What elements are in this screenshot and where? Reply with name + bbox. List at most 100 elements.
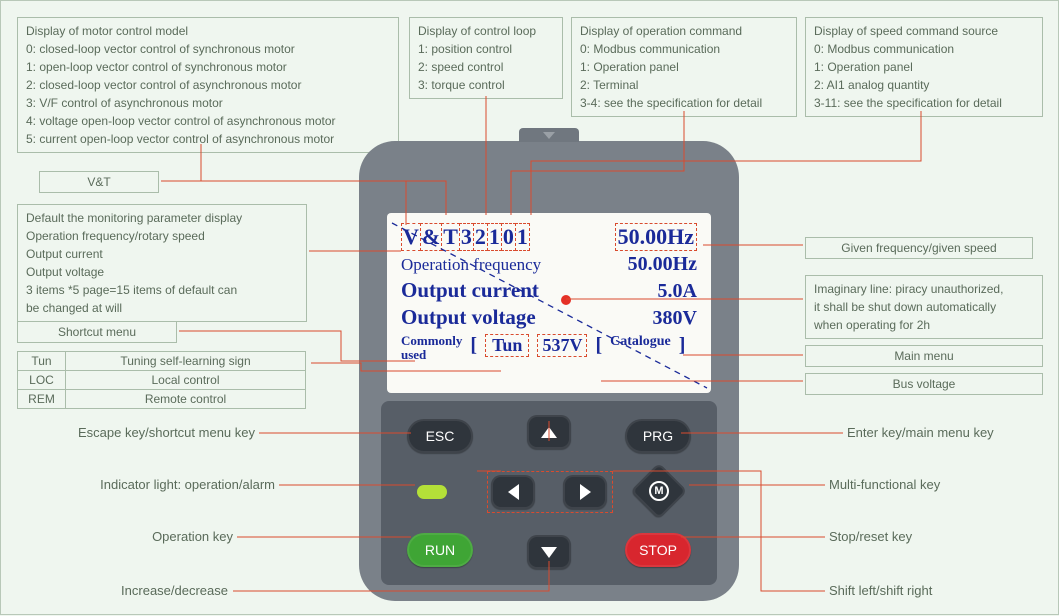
- lcd-row1-val: 50.00Hz: [628, 253, 697, 276]
- arrow-up-button[interactable]: [527, 415, 571, 449]
- arrow-down-icon: [541, 547, 557, 558]
- txt: 0: Modbus communication: [814, 40, 1034, 58]
- box-shortcut-menu: Shortcut menu: [17, 321, 177, 343]
- txt: when operating for 2h: [814, 316, 1034, 334]
- txt: Display of control loop: [418, 22, 554, 40]
- indicator-light: [417, 485, 447, 499]
- cell: Tuning self-learning sign: [66, 352, 306, 371]
- txt: 1: open-loop vector control of synchrono…: [26, 58, 390, 76]
- txt: 2: speed control: [418, 58, 554, 76]
- box-speed-command-source: Display of speed command source 0: Modbu…: [805, 17, 1043, 117]
- box-given-frequency: Given frequency/given speed: [805, 237, 1033, 259]
- lcd-header-left: V&T32101: [401, 223, 529, 251]
- hc: T: [441, 223, 460, 251]
- cell: Local control: [66, 371, 306, 390]
- lcd-commonly: Commonlyused: [401, 334, 462, 363]
- hc: 3: [459, 223, 474, 251]
- m-icon: M: [649, 481, 669, 501]
- label-shift: Shift left/shift right: [829, 583, 1029, 598]
- txt: 1: Operation panel: [580, 58, 788, 76]
- hc: 1: [515, 223, 530, 251]
- txt: Imaginary line: piracy unauthorized,: [814, 280, 1034, 298]
- txt: 1: Operation panel: [814, 58, 1034, 76]
- run-button[interactable]: RUN: [407, 533, 473, 567]
- txt: 2: AI1 analog quantity: [814, 76, 1034, 94]
- lcd-catalogue: Catalogue: [610, 334, 671, 350]
- txt: 4: voltage open-loop vector control of a…: [26, 112, 390, 130]
- lcd-row-3: Output voltage 380V: [401, 305, 697, 330]
- txt: Operation frequency/rotary speed: [26, 227, 298, 245]
- txt: 3-11: see the specification for detail: [814, 94, 1034, 112]
- lcd-screen: V&T32101 50.00Hz Operation frequency 50.…: [387, 213, 711, 393]
- cell: LOC: [18, 371, 66, 390]
- cell: Tun: [18, 352, 66, 371]
- box-vt-label: V&T: [39, 171, 159, 193]
- txt: 3 items *5 page=15 items of default can: [26, 281, 298, 299]
- arrow-left-icon: [508, 484, 519, 500]
- hc: V: [401, 223, 421, 251]
- lcd-row-1: Operation frequency 50.00Hz: [401, 253, 697, 276]
- box-bus-voltage: Bus voltage: [805, 373, 1043, 395]
- txt: Default the monitoring parameter display: [26, 209, 298, 227]
- lcd-row2-lbl: Output current: [401, 278, 539, 303]
- txt: Output current: [26, 245, 298, 263]
- txt: Output voltage: [26, 263, 298, 281]
- device-tab: [519, 128, 579, 142]
- lcd-header: V&T32101 50.00Hz: [401, 223, 697, 251]
- bracket-icon: ]: [679, 334, 686, 357]
- arrow-right-button[interactable]: [563, 475, 607, 509]
- lcd-busv: 537V: [537, 334, 587, 357]
- box-control-loop: Display of control loop 1: position cont…: [409, 17, 563, 99]
- lcd-row-2: Output current 5.0A: [401, 278, 697, 303]
- label-indicator: Indicator light: operation/alarm: [9, 477, 275, 492]
- label-multi-key: Multi-functional key: [829, 477, 1029, 492]
- cell: Remote control: [66, 390, 306, 409]
- hc: 0: [501, 223, 516, 251]
- stop-button[interactable]: STOP: [625, 533, 691, 567]
- txt: 3: V/F control of asynchronous motor: [26, 94, 390, 112]
- label-increase-decrease: Increase/decrease: [98, 583, 228, 598]
- lcd-row3-val: 380V: [653, 307, 697, 330]
- arrow-right-icon: [580, 484, 591, 500]
- txt: be changed at will: [26, 299, 298, 317]
- device-panel: V&T32101 50.00Hz Operation frequency 50.…: [359, 141, 739, 601]
- hc: 1: [487, 223, 502, 251]
- txt: 0: Modbus communication: [580, 40, 788, 58]
- bracket-icon: [: [595, 334, 602, 357]
- arrow-down-button[interactable]: [527, 535, 571, 569]
- txt: Display of motor control model: [26, 22, 390, 40]
- prg-button[interactable]: PRG: [625, 419, 691, 453]
- red-dot-icon: [561, 295, 571, 305]
- multi-function-button[interactable]: M: [631, 463, 688, 520]
- lcd-row1-lbl: Operation frequency: [401, 255, 541, 275]
- label-stop-key: Stop/reset key: [829, 529, 1029, 544]
- txt: 3-4: see the specification for detail: [580, 94, 788, 112]
- box-monitoring: Default the monitoring parameter display…: [17, 204, 307, 322]
- box-piracy: Imaginary line: piracy unauthorized, it …: [805, 275, 1043, 339]
- lcd-row2-val: 5.0A: [658, 280, 697, 303]
- arrow-left-button[interactable]: [491, 475, 535, 509]
- txt: it shall be shut down automatically: [814, 298, 1034, 316]
- keypad: ESC PRG RUN STOP M: [381, 401, 717, 585]
- txt: 0: closed-loop vector control of synchro…: [26, 40, 390, 58]
- label-enter-key: Enter key/main menu key: [847, 425, 1047, 440]
- txt: 2: Terminal: [580, 76, 788, 94]
- lcd-tun: Tun: [485, 334, 529, 357]
- txt: 5: current open-loop vector control of a…: [26, 130, 390, 148]
- txt: 2: closed-loop vector control of asynchr…: [26, 76, 390, 94]
- lcd-header-right: 50.00Hz: [615, 223, 697, 251]
- box-motor-control-model: Display of motor control model 0: closed…: [17, 17, 399, 153]
- box-main-menu: Main menu: [805, 345, 1043, 367]
- txt: Display of operation command: [580, 22, 788, 40]
- lcd-row3-lbl: Output voltage: [401, 305, 536, 330]
- txt: 3: torque control: [418, 76, 554, 94]
- label-escape-key: Escape key/shortcut menu key: [25, 425, 255, 440]
- bracket-icon: [: [470, 334, 477, 357]
- lcd-bottom-row: Commonlyused [ Tun 537V [ Catalogue ]: [401, 334, 697, 363]
- hc: 2: [473, 223, 488, 251]
- hc: &: [420, 223, 442, 251]
- arrow-up-icon: [541, 427, 557, 438]
- tun-loc-rem-table: TunTuning self-learning sign LOCLocal co…: [17, 351, 306, 409]
- esc-button[interactable]: ESC: [407, 419, 473, 453]
- box-operation-command: Display of operation command 0: Modbus c…: [571, 17, 797, 117]
